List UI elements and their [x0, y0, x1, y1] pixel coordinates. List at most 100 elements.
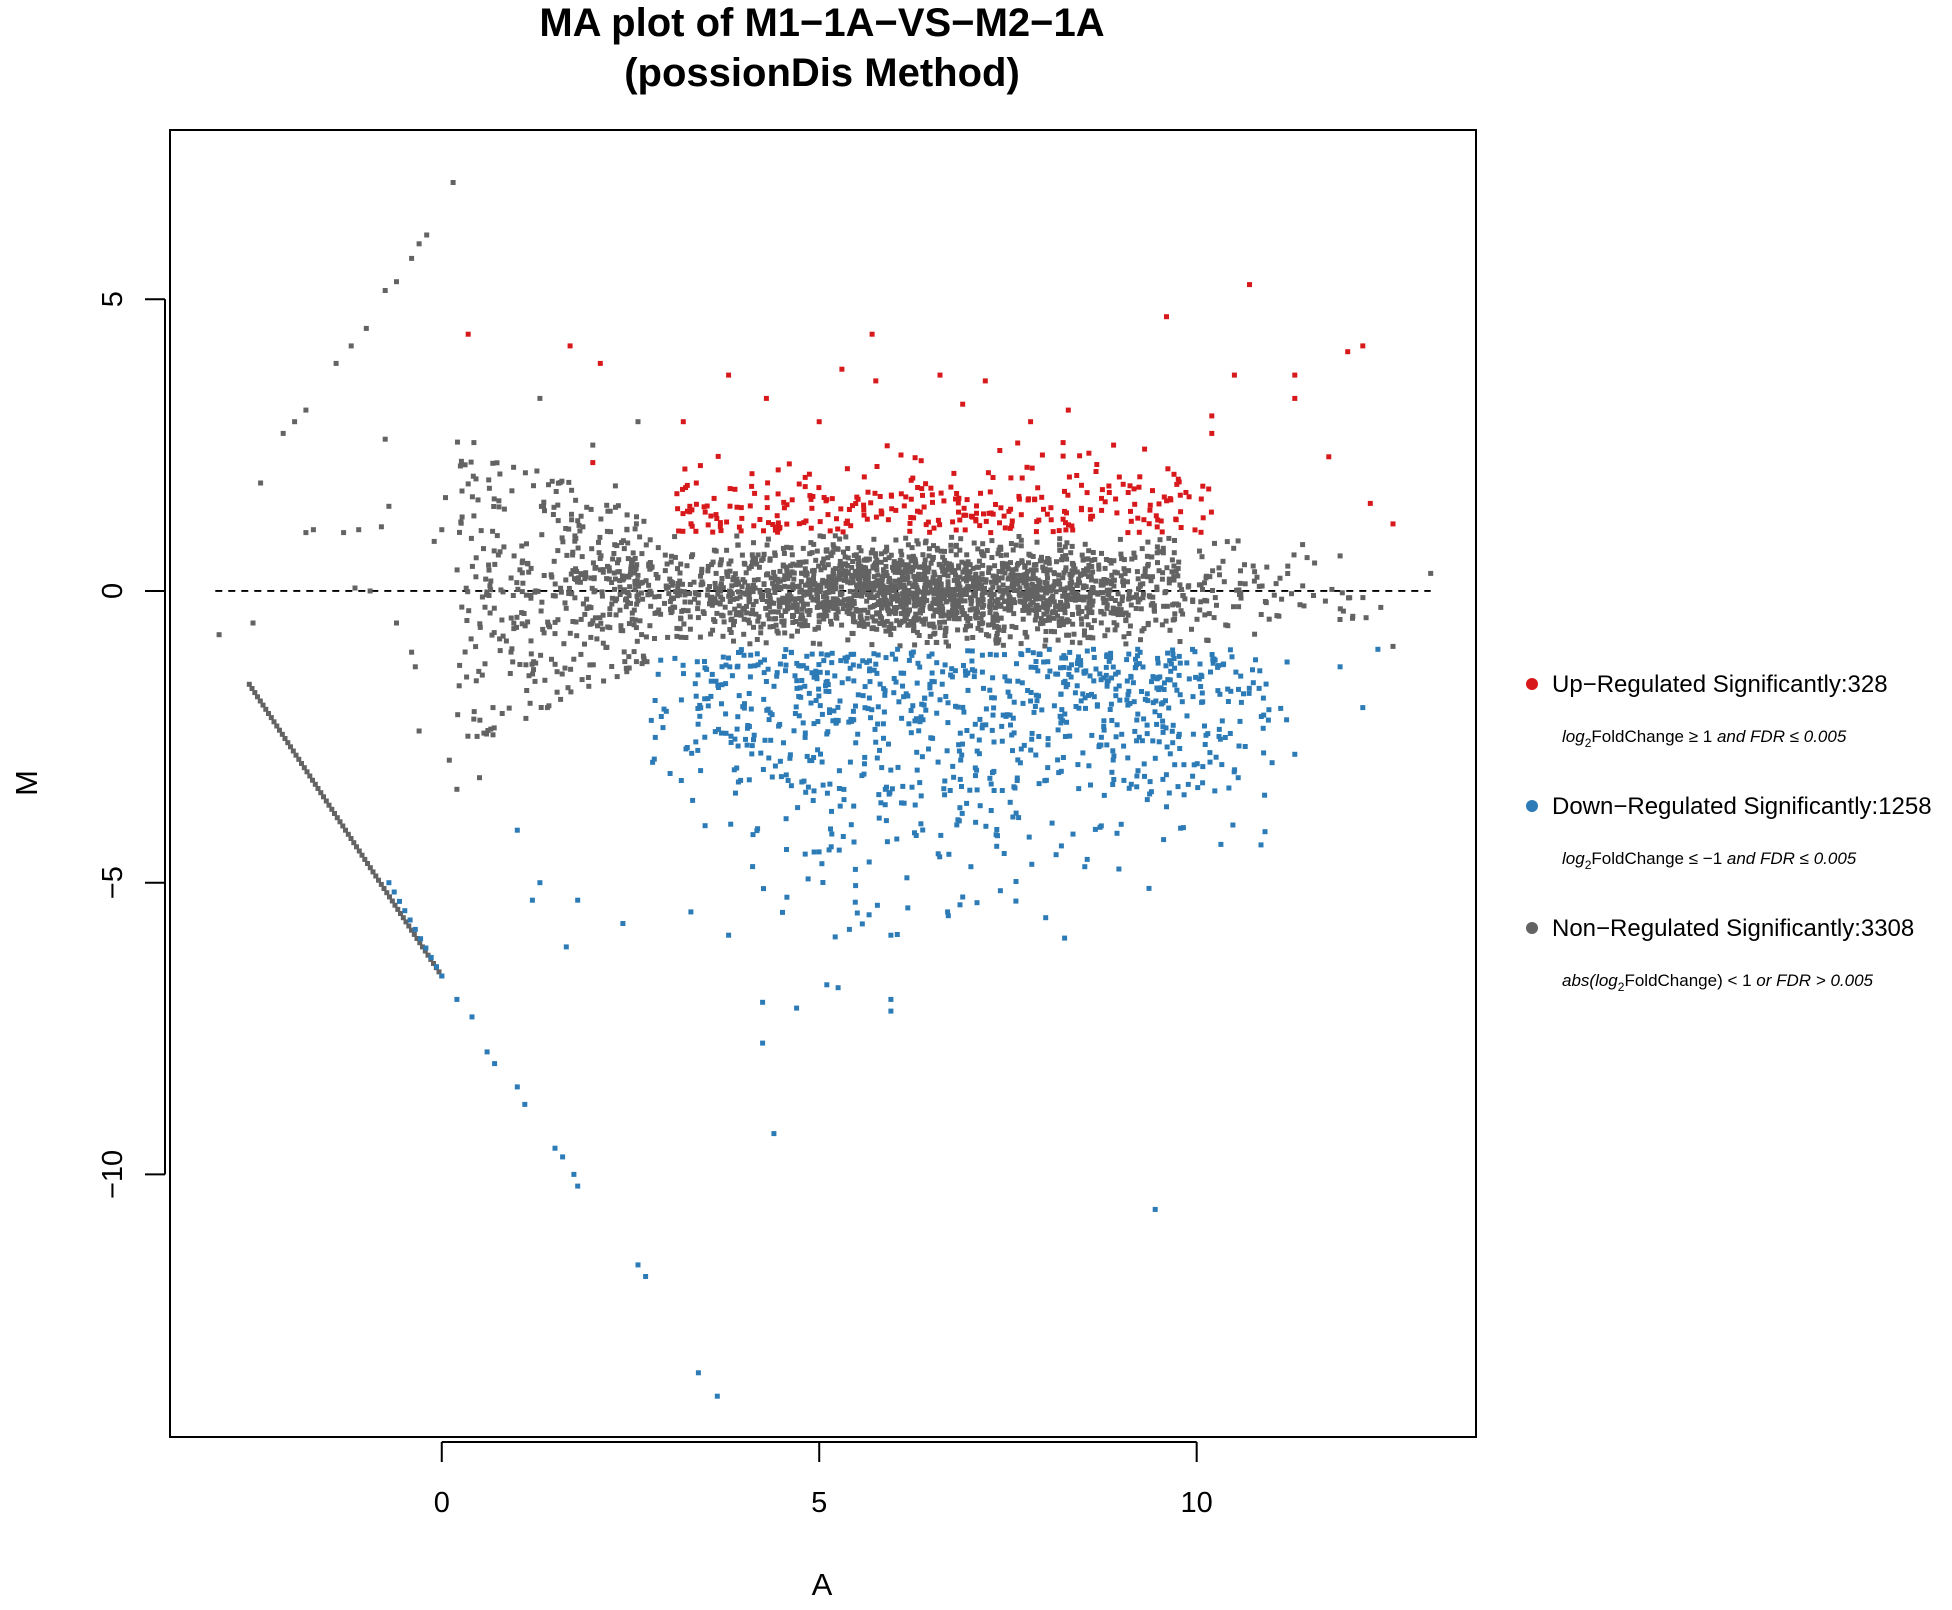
up-point-182: [921, 504, 927, 510]
non-point-1668: [1037, 596, 1043, 602]
non-point-1216: [760, 592, 766, 598]
non-point-919: [984, 548, 990, 553]
non-point-824: [727, 568, 733, 574]
up-point-239: [853, 501, 859, 506]
non-point-1745: [795, 628, 800, 634]
non-point-2533: [598, 620, 604, 626]
non-point-1994: [996, 585, 1002, 591]
down-point-776: [1200, 764, 1206, 770]
non-point-872: [980, 541, 986, 547]
down-point-305: [1195, 785, 1201, 791]
non-point-653: [849, 596, 854, 602]
down-point-201: [1078, 662, 1084, 668]
non-point-250: [903, 535, 909, 541]
up-point-103: [908, 496, 914, 502]
down-point-478: [1167, 751, 1173, 757]
down-point-34: [571, 1171, 577, 1177]
up-point-189: [898, 491, 904, 497]
non-point-2179: [1198, 582, 1204, 588]
down-point-52: [979, 669, 985, 675]
down-point-713: [880, 721, 886, 727]
non-point-423: [817, 533, 823, 539]
non-point-470: [825, 603, 831, 608]
up-point-244: [1015, 440, 1021, 446]
non-point-40: [477, 775, 482, 781]
down-point-743: [1033, 659, 1039, 664]
non-point-1800: [993, 623, 999, 629]
down-point-546: [1060, 755, 1066, 760]
down-point-781: [1133, 665, 1139, 671]
non-point-1263: [745, 583, 751, 589]
non-point-1541: [1040, 595, 1046, 601]
down-point-263: [1047, 668, 1053, 674]
up-point-133: [1125, 490, 1131, 495]
non-point-1357: [935, 547, 941, 553]
non-point-1055: [865, 621, 871, 627]
non-point-1494: [1140, 595, 1146, 601]
non-point-731: [732, 606, 738, 612]
non-point-2169: [1045, 556, 1051, 561]
non-point-1277: [680, 607, 686, 613]
up-point-226: [676, 528, 682, 534]
down-point-840: [826, 689, 832, 694]
non-point-1262: [1202, 612, 1208, 618]
non-point-2140: [1150, 574, 1155, 580]
non-point-2112: [841, 549, 846, 555]
non-point-2380: [506, 705, 512, 711]
down-point-161: [1179, 699, 1185, 705]
down-point-273: [761, 670, 767, 676]
non-point-2173: [921, 590, 926, 596]
non-point-1459: [839, 622, 845, 628]
down-point-404: [1033, 752, 1039, 758]
non-point-306: [1273, 581, 1279, 587]
non-point-951: [930, 621, 936, 627]
down-point-186: [748, 706, 754, 712]
non-point-65: [310, 777, 315, 783]
down-point-45: [575, 897, 581, 903]
non-point-18: [356, 527, 362, 533]
down-point-761: [1067, 733, 1073, 739]
non-point-2335: [580, 524, 586, 530]
non-point-2134: [921, 599, 927, 605]
legend-condition-2: abs(log2FoldChange) < 1 or FDR > 0.005: [1562, 971, 1874, 994]
down-point-820: [950, 763, 956, 769]
non-point-1245: [959, 587, 965, 593]
down-point-459: [1184, 660, 1190, 666]
up-point-306: [997, 448, 1003, 453]
non-point-560: [828, 618, 833, 624]
non-point-690: [1291, 552, 1297, 558]
non-point-1450: [999, 575, 1005, 581]
non-point-1653: [1207, 574, 1213, 580]
non-point-2137: [1153, 617, 1159, 623]
down-point-242: [1013, 898, 1019, 904]
non-point-863: [853, 588, 859, 594]
non-point-712: [722, 604, 728, 610]
non-point-1941: [756, 614, 762, 620]
non-point-2432: [490, 705, 496, 711]
non-point-92: [384, 890, 390, 896]
non-point-8: [333, 360, 339, 366]
non-point-91: [381, 886, 387, 891]
non-point-67: [315, 786, 321, 791]
chart-title-line-2: (possionDis Method): [624, 51, 1020, 95]
non-point-2006: [891, 625, 897, 631]
non-point-2610: [456, 683, 462, 689]
down-point-209: [1181, 792, 1187, 798]
down-point-270: [738, 647, 744, 653]
non-point-387: [833, 612, 839, 618]
non-point-1452: [903, 570, 909, 576]
non-point-1253: [733, 582, 739, 588]
non-point-1970: [1259, 583, 1265, 589]
non-point-2090: [1123, 617, 1129, 623]
non-point-10: [292, 419, 298, 425]
down-point-188: [814, 676, 820, 682]
up-point-236: [807, 493, 813, 499]
non-point-107: [425, 952, 431, 958]
down-point-616: [1036, 781, 1042, 787]
down-point-26: [1360, 705, 1366, 711]
down-point-709: [1091, 646, 1096, 652]
non-point-784: [987, 565, 993, 571]
down-point-663: [875, 704, 881, 710]
down-point-205: [762, 737, 768, 743]
non-point-293: [746, 593, 752, 599]
